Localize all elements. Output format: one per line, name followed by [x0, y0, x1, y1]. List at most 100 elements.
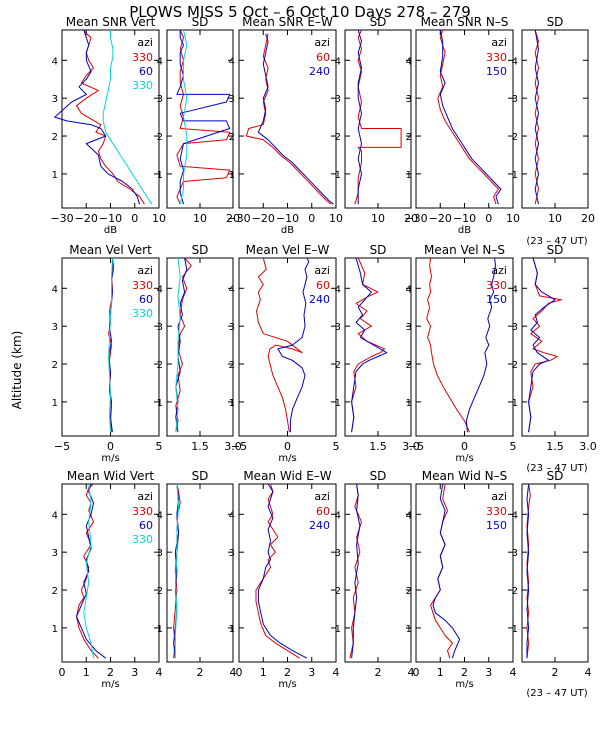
- y-tick-label: 3: [335, 322, 341, 333]
- altitude-axis-label: Altitude (km): [10, 331, 24, 410]
- y-tick-label: 4: [52, 284, 58, 295]
- y-tick-label: 4: [335, 510, 341, 521]
- panel-frame: [521, 483, 589, 663]
- figure-title: PLOWS MISS 5 Oct – 6 Oct 10 Days 278 – 2…: [129, 3, 471, 21]
- legend-header: azi: [491, 264, 507, 277]
- x-tick-label: 1: [260, 666, 267, 679]
- panel-r1p1: Mean SNR Vert−30 −20 −10 0 101234dBazi330603…: [50, 15, 166, 236]
- series-line-blue: [357, 29, 362, 205]
- legend-entry: 330: [132, 533, 153, 546]
- y-tick-label: 4: [406, 284, 412, 295]
- series-line-red: [354, 29, 402, 205]
- x-tick-label: 1.5: [546, 440, 564, 453]
- x-tick-label: 0: [236, 666, 243, 679]
- x-tick-label: −10: [453, 212, 476, 225]
- panel-frame: [344, 257, 412, 437]
- x-tick-label: −20: [75, 212, 98, 225]
- legend-entry: 60: [139, 293, 153, 306]
- legend-entry: 330: [486, 51, 507, 64]
- y-tick-label: 1: [229, 170, 235, 181]
- x-tick-label: 10: [152, 212, 166, 225]
- x-tick-label: −30: [227, 212, 250, 225]
- series-line-blue: [439, 29, 502, 205]
- legend-header: azi: [137, 36, 153, 49]
- y-tick-label: 3: [52, 322, 58, 333]
- x-tick-label: 4: [333, 666, 340, 679]
- panel-r2p4: SD 1.5 3.0 1 2 3 4: [335, 243, 420, 453]
- x-tick-label: −30: [404, 212, 427, 225]
- y-tick-label: 2: [157, 360, 163, 371]
- y-tick-label: 1: [512, 398, 518, 409]
- legend-entry: 330: [486, 505, 507, 518]
- x-tick-label: 5: [333, 440, 340, 453]
- series-line-red: [255, 483, 300, 659]
- panel-title: SD: [370, 243, 387, 257]
- y-tick-label: 2: [229, 360, 235, 371]
- panel-title: Mean SNR E–W: [242, 15, 333, 29]
- y-tick-label: 1: [52, 624, 58, 635]
- y-tick-label: 1: [157, 398, 163, 409]
- panel-frame: [521, 29, 589, 209]
- series-line-red: [526, 483, 531, 659]
- y-tick-label: 2: [512, 132, 518, 143]
- series-line-red: [437, 29, 499, 205]
- series-line-blue: [526, 483, 530, 659]
- x-tick-label: −10: [99, 212, 122, 225]
- x-tick-label: 0: [107, 440, 114, 453]
- y-tick-label: 4: [52, 56, 58, 67]
- y-tick-label: 3: [157, 94, 163, 105]
- legend-entry: 60: [139, 519, 153, 532]
- panel-r1p4: SD 10 20 1 2 3 4: [335, 15, 418, 225]
- x-tick-label: 1.5: [369, 440, 387, 453]
- x-tick-label: 2: [107, 666, 114, 679]
- x-tick-label: 0: [461, 440, 468, 453]
- x-tick-label: 4: [156, 666, 163, 679]
- series-line-cyan: [175, 257, 181, 433]
- y-tick-label: 1: [52, 398, 58, 409]
- legend-entry: 60: [316, 51, 330, 64]
- legend-entry: 330: [132, 51, 153, 64]
- series-line-blue: [54, 29, 141, 205]
- legend-entry: 60: [316, 279, 330, 292]
- series-line-red: [256, 257, 303, 433]
- x-tick-label: −5: [54, 440, 70, 453]
- x-axis-label: m/s: [455, 453, 473, 464]
- y-tick-label: 2: [52, 132, 58, 143]
- panel-frame: [344, 29, 412, 209]
- x-tick-label: 20: [581, 212, 595, 225]
- panel-title: Mean Vel Vert: [69, 243, 152, 257]
- panel-title: SD: [192, 243, 209, 257]
- y-tick-label: 2: [52, 586, 58, 597]
- x-tick-label: 20: [404, 212, 418, 225]
- legend-entry: 150: [486, 65, 507, 78]
- x-tick-label: 3: [131, 666, 138, 679]
- y-tick-label: 2: [406, 586, 412, 597]
- x-tick-label: 5: [510, 440, 517, 453]
- x-tick-label: 0: [308, 212, 315, 225]
- x-tick-label: 4: [510, 666, 517, 679]
- y-tick-label: 3: [406, 548, 412, 559]
- x-tick-label: 2: [375, 666, 382, 679]
- series-line-cyan: [83, 483, 94, 659]
- y-tick-label: 2: [335, 132, 341, 143]
- x-tick-label: 10: [193, 212, 207, 225]
- series-line-blue: [351, 257, 388, 433]
- x-tick-label: 1: [83, 666, 90, 679]
- y-tick-label: 3: [157, 548, 163, 559]
- y-tick-label: 3: [406, 94, 412, 105]
- y-tick-label: 1: [229, 624, 235, 635]
- y-tick-label: 2: [52, 360, 58, 371]
- series-line-blue: [534, 29, 539, 205]
- x-axis-label: m/s: [101, 453, 119, 464]
- x-axis-label: m/s: [455, 679, 473, 690]
- y-tick-label: 3: [52, 94, 58, 105]
- y-tick-label: 1: [512, 624, 518, 635]
- y-tick-label: 3: [52, 548, 58, 559]
- x-tick-label: 10: [548, 212, 562, 225]
- y-tick-label: 3: [512, 548, 518, 559]
- x-axis-label: dB: [458, 225, 471, 236]
- y-tick-label: 1: [406, 624, 412, 635]
- x-tick-label: 1.5: [191, 440, 209, 453]
- y-tick-label: 3: [335, 94, 341, 105]
